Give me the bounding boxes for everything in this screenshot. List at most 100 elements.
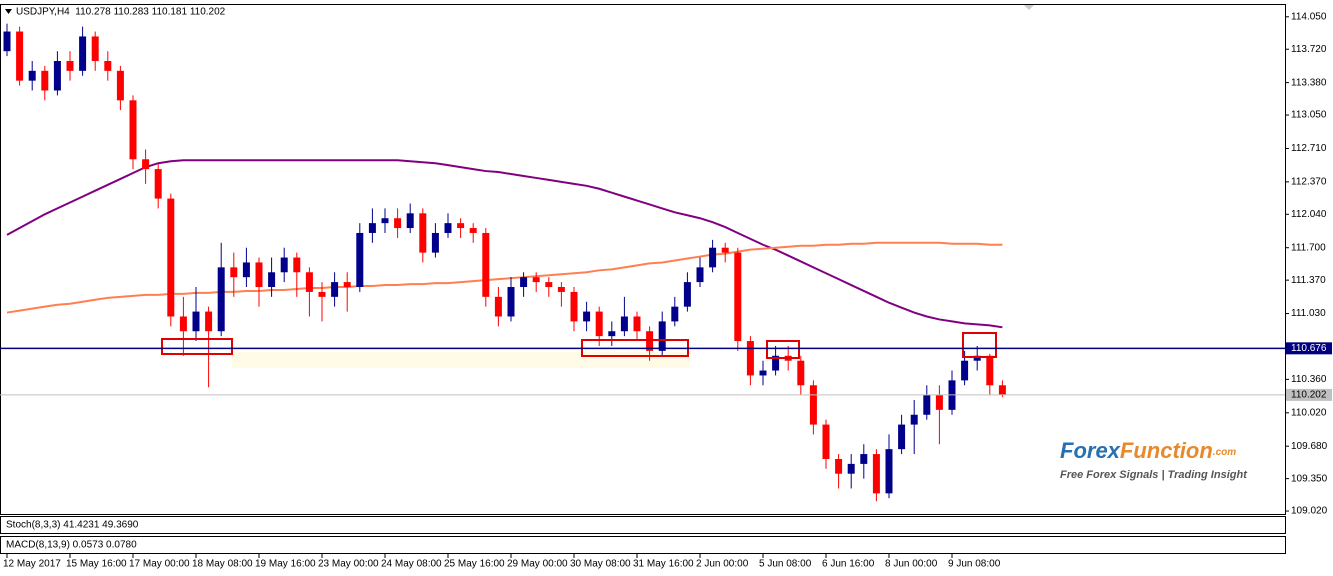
box <box>962 332 997 358</box>
candle-body <box>809 385 817 425</box>
candle-body <box>646 331 654 351</box>
main-panel <box>0 4 1286 515</box>
candle-body <box>192 311 200 332</box>
y-tick-label: 114.050 <box>1291 11 1327 22</box>
candle-body <box>41 70 49 91</box>
candle-body <box>595 311 603 337</box>
candle-body <box>305 272 313 292</box>
candle-body <box>28 70 36 81</box>
x-tick-label: 24 May 08:00 <box>381 559 442 570</box>
candle-body <box>998 385 1006 395</box>
brand-a: Forex <box>1060 438 1121 463</box>
highlight-zone <box>232 352 690 368</box>
y-tick-label: 113.720 <box>1291 44 1327 55</box>
x-tick-label: 23 May 00:00 <box>318 559 379 570</box>
candle-body <box>520 277 528 288</box>
candle-body <box>16 31 24 81</box>
candle-body <box>66 61 74 71</box>
box <box>766 340 800 359</box>
candle-body <box>406 213 414 229</box>
candle-body <box>633 316 641 332</box>
candle-body <box>822 424 830 459</box>
candle-body <box>469 228 477 233</box>
candle-body <box>570 291 578 322</box>
candle-body <box>356 232 364 288</box>
candle-body <box>608 331 616 337</box>
level-label: 110.202 <box>1291 390 1327 401</box>
candle-body <box>419 213 427 253</box>
candle-body <box>242 262 250 278</box>
candle-body <box>230 267 238 278</box>
candle-body <box>79 36 87 71</box>
candle-body <box>759 370 767 376</box>
y-tick-label: 112.370 <box>1291 177 1327 188</box>
candle-body <box>620 316 628 332</box>
candle-body <box>268 272 276 288</box>
stoch-panel <box>0 516 1286 534</box>
candle-body <box>331 282 339 297</box>
box <box>161 338 233 355</box>
candle-body <box>709 247 717 268</box>
candle-body <box>557 287 565 292</box>
x-tick-label: 31 May 16:00 <box>633 559 694 570</box>
y-tick-label: 112.710 <box>1291 143 1327 154</box>
watermark-brand: ForexFunction.com <box>1060 438 1236 463</box>
y-tick-label: 109.350 <box>1291 473 1328 484</box>
macd-panel <box>0 536 1286 554</box>
y-tick-label: 109.680 <box>1291 441 1328 452</box>
candle-body <box>923 395 931 415</box>
candle-body <box>3 31 11 52</box>
stoch-label: Stoch(8,3,3) 41.4231 49.3690 <box>6 520 139 531</box>
candle-body <box>343 282 351 288</box>
candle-body <box>482 232 490 297</box>
candle-body <box>142 159 150 170</box>
shift-marker <box>1024 5 1034 10</box>
x-tick-label: 8 Jun 00:00 <box>885 559 938 570</box>
x-tick-label: 29 May 00:00 <box>507 559 568 570</box>
candle-body <box>860 454 868 464</box>
y-tick-label: 111.370 <box>1291 275 1326 286</box>
candle-body <box>179 316 187 332</box>
menu-arrow <box>5 9 12 14</box>
x-tick-label: 6 Jun 16:00 <box>822 559 875 570</box>
y-tick-label: 111.700 <box>1291 242 1326 253</box>
x-tick-label: 19 May 16:00 <box>255 559 316 570</box>
candle-body <box>116 70 124 101</box>
x-tick-label: 15 May 16:00 <box>66 559 127 570</box>
chart-title: USDJPY,H4 110.278 110.283 110.181 110.20… <box>16 7 226 18</box>
candle-body <box>935 395 943 410</box>
candle-body <box>368 223 376 233</box>
moving-average <box>6 159 1003 329</box>
candle-body <box>91 36 99 62</box>
candle-body <box>545 282 553 288</box>
y-tick-label: 112.040 <box>1291 209 1327 220</box>
plot <box>3 23 1006 502</box>
level-label: 110.676 <box>1291 343 1327 354</box>
level-tag <box>1286 388 1332 401</box>
candle-body <box>797 360 805 386</box>
candle-body <box>973 355 981 361</box>
candle-body <box>835 458 843 474</box>
candle-body <box>986 355 994 386</box>
candle-body <box>154 169 162 199</box>
x-tick-label: 17 May 00:00 <box>129 559 190 570</box>
candle-body <box>318 291 326 297</box>
candle-body <box>734 252 742 342</box>
y-tick-label: 110.360 <box>1291 374 1327 385</box>
macd-label: MACD(8,13,9) 0.0573 0.0780 <box>6 540 137 551</box>
y-tick-label: 113.380 <box>1291 77 1327 88</box>
x-tick-label: 5 Jun 08:00 <box>759 559 812 570</box>
brand-domain: .com <box>1213 447 1236 458</box>
candle-body <box>381 218 389 224</box>
candle-body <box>961 360 969 381</box>
x-tick-label: 30 May 08:00 <box>570 559 631 570</box>
candle-body <box>898 424 906 450</box>
candle-body <box>205 311 213 332</box>
watermark-tagline: Free Forex Signals | Trading Insight <box>1060 469 1248 481</box>
candle-body <box>583 311 591 322</box>
candle-body <box>53 61 61 91</box>
brand-b: Function <box>1120 438 1213 463</box>
candle-body <box>431 232 439 253</box>
